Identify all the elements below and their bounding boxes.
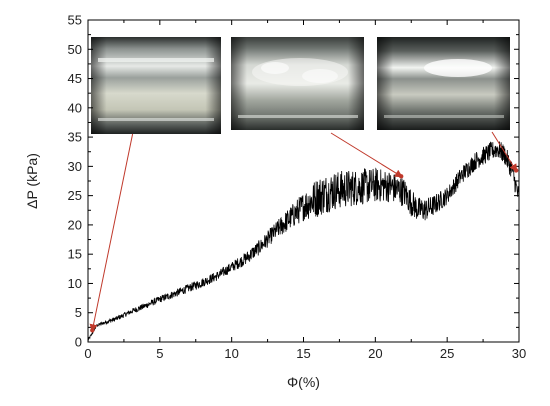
annotation-arrow	[491, 131, 518, 173]
annotation-arrow	[89, 133, 134, 333]
annotation-arrows	[89, 131, 518, 333]
x-tick-label: 15	[296, 346, 310, 361]
y-tick-label: 35	[68, 130, 82, 145]
tick-labels: 0 5 10 15 20 25 30 0 5 10 15 20 25 30 35 40 45 50 55	[68, 13, 527, 362]
y-tick-label: 5	[75, 305, 82, 320]
y-tick-label: 15	[68, 247, 82, 262]
y-tick-label: 20	[68, 217, 82, 232]
inset-photos	[91, 37, 510, 134]
x-tick-label: 30	[512, 346, 526, 361]
inset-photo-3	[377, 37, 510, 130]
annotation-marker	[398, 174, 404, 179]
inset-photo-1	[91, 37, 221, 134]
x-tick-label: 25	[440, 346, 454, 361]
y-tick-label: 30	[68, 159, 82, 174]
ticks	[87, 19, 520, 343]
y-tick-label: 45	[68, 71, 82, 86]
x-axis-title: Φ(%)	[287, 374, 320, 390]
y-tick-label: 55	[68, 13, 82, 28]
annotation-markers	[90, 168, 519, 333]
y-tick-label: 25	[68, 188, 82, 203]
annotation-marker	[90, 328, 95, 333]
inset-photo-2	[231, 37, 364, 130]
annotation-marker	[513, 168, 519, 173]
y-tick-label: 40	[68, 100, 82, 115]
x-tick-label: 0	[84, 346, 91, 361]
y-tick-label: 10	[68, 276, 82, 291]
x-tick-label: 5	[156, 346, 163, 361]
x-tick-label: 10	[224, 346, 238, 361]
annotation-arrow	[330, 132, 403, 178]
y-tick-label: 0	[75, 335, 82, 350]
x-tick-label: 20	[368, 346, 382, 361]
y-axis-title: ΔP (kPa)	[24, 153, 40, 209]
y-tick-label: 50	[68, 42, 82, 57]
series-line	[87, 141, 520, 341]
